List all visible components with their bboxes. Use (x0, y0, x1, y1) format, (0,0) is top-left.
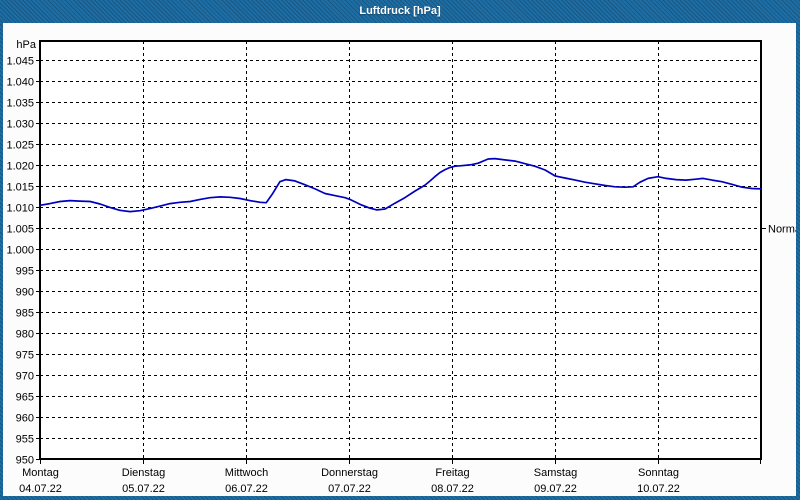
x-axis-date-label: 08.07.22 (431, 483, 474, 495)
window-title: Luftdruck [hPa] (359, 5, 441, 17)
x-axis-day-label: Freitag (435, 467, 469, 479)
y-axis-tick-label: 955 (16, 434, 34, 446)
y-axis-tick-label: 975 (16, 350, 34, 362)
y-axis-tick-label: 1.020 (6, 161, 34, 173)
y-axis-tick-label: 1.025 (6, 140, 34, 152)
y-axis-tick-label: 1.035 (6, 98, 34, 110)
y-axis-tick-label: 995 (16, 266, 34, 278)
y-axis-tick-label: 1.040 (6, 77, 34, 89)
x-axis-date-label: 06.07.22 (225, 483, 268, 495)
y-axis-tick-label: 950 (16, 455, 34, 467)
window-titlebar[interactable]: Luftdruck [hPa] (0, 0, 800, 23)
y-axis-tick-label: 1.000 (6, 245, 34, 257)
y-axis-tick-label: 1.010 (6, 203, 34, 215)
y-axis-tick-label: 970 (16, 371, 34, 383)
pressure-chart-svg: 1.045 1.040 1.035 1.030 1.025 1.020 1.015 1.010… (6, 39, 800, 495)
y-axis-tick-label: 985 (16, 308, 34, 320)
x-axis-date-label: 10.07.22 (637, 483, 680, 495)
x-axis-date-label: 04.07.22 (19, 483, 62, 495)
y-axis-tick-label: 960 (16, 413, 34, 425)
x-axis-day-label: Mittwoch (225, 467, 268, 479)
plot-border (39, 40, 762, 460)
pressure-curve (39, 157, 762, 213)
chart-area: 1.045 1.040 1.035 1.030 1.025 1.020 1.015 1.010… (3, 23, 800, 496)
x-axis-date-label: 05.07.22 (122, 483, 165, 495)
y-axis-tick-label: 990 (16, 287, 34, 299)
y-axis-tick-label: 1.005 (6, 224, 34, 236)
x-axis-day-label: Samstag (534, 467, 577, 479)
x-axis-day-label: Donnerstag (321, 467, 378, 479)
x-axis-date-label: 09.07.22 (534, 483, 577, 495)
y-axis-tick-label: 980 (16, 329, 34, 341)
y-axis-unit-label: hPa (16, 39, 36, 51)
x-axis-day-label: Montag (22, 467, 59, 479)
x-axis-day-label: Dienstag (122, 467, 165, 479)
y-axis-tick-label: 1.015 (6, 182, 34, 194)
y-axis-tick-label: 1.030 (6, 119, 34, 131)
x-axis-date-label: 07.07.22 (328, 483, 371, 495)
x-axis-day-label: Sonntag (638, 467, 679, 479)
y-axis-tick-label: 1.045 (6, 56, 34, 68)
y-axis-tick-label: 965 (16, 392, 34, 404)
normal-label: Normal (768, 224, 796, 236)
